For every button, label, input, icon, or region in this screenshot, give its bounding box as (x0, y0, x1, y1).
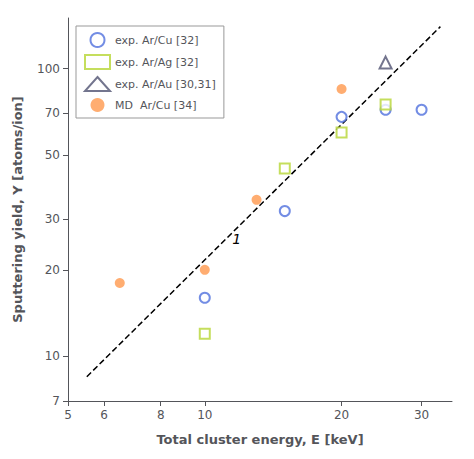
svg-text:exp. Ar/Ag [32]: exp. Ar/Ag [32] (115, 56, 198, 69)
svg-text:10: 10 (45, 349, 60, 363)
svg-text:10: 10 (197, 408, 212, 422)
svg-text:70: 70 (45, 106, 60, 120)
svg-text:100: 100 (37, 62, 60, 76)
svg-text:exp. Ar/Au [30,31]: exp. Ar/Au [30,31] (115, 78, 216, 91)
svg-text:Sputtering yield, Y [atoms/ion: Sputtering yield, Y [atoms/ion] (10, 96, 25, 323)
svg-text:20: 20 (334, 408, 349, 422)
svg-text:30: 30 (45, 212, 60, 226)
svg-text:20: 20 (45, 263, 60, 277)
svg-text:7: 7 (52, 394, 60, 408)
svg-text:30: 30 (414, 408, 429, 422)
svg-text:MD Ar/Cu [34]: MD Ar/Cu [34] (115, 99, 196, 112)
svg-text:Total cluster energy, E [keV]: Total cluster energy, E [keV] (156, 432, 363, 447)
svg-text:50: 50 (45, 148, 60, 162)
svg-text:5: 5 (64, 408, 72, 422)
svg-text:exp. Ar/Cu [32]: exp. Ar/Cu [32] (115, 34, 199, 47)
svg-text:8: 8 (157, 408, 165, 422)
svg-text:1: 1 (232, 231, 241, 247)
svg-text:6: 6 (100, 408, 108, 422)
